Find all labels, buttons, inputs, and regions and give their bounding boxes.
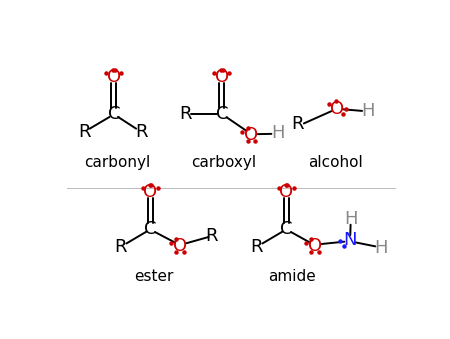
Text: R: R	[114, 238, 127, 256]
Text: O: O	[330, 100, 344, 118]
Text: C: C	[144, 220, 157, 238]
Text: C: C	[280, 220, 293, 238]
Text: R: R	[179, 105, 192, 123]
Text: H: H	[344, 211, 357, 228]
Text: C: C	[216, 105, 228, 123]
Text: O: O	[308, 237, 322, 255]
Text: N: N	[343, 232, 357, 250]
Text: O: O	[144, 183, 158, 201]
Text: R: R	[135, 123, 148, 141]
Text: H: H	[374, 239, 388, 257]
Text: ester: ester	[134, 270, 174, 284]
Text: R: R	[78, 123, 90, 141]
Text: O: O	[279, 183, 293, 201]
Text: H: H	[362, 102, 375, 120]
Text: alcohol: alcohol	[308, 155, 363, 170]
Text: carbonyl: carbonyl	[84, 155, 150, 170]
Text: carboxyl: carboxyl	[191, 155, 256, 170]
Text: O: O	[173, 237, 187, 255]
Text: O: O	[107, 68, 121, 86]
Text: O: O	[244, 126, 259, 144]
Text: H: H	[271, 124, 284, 142]
Text: R: R	[205, 227, 218, 245]
Text: O: O	[215, 68, 229, 86]
Text: R: R	[291, 115, 304, 133]
Text: R: R	[251, 238, 263, 256]
Text: C: C	[108, 105, 120, 123]
Text: amide: amide	[268, 270, 315, 284]
